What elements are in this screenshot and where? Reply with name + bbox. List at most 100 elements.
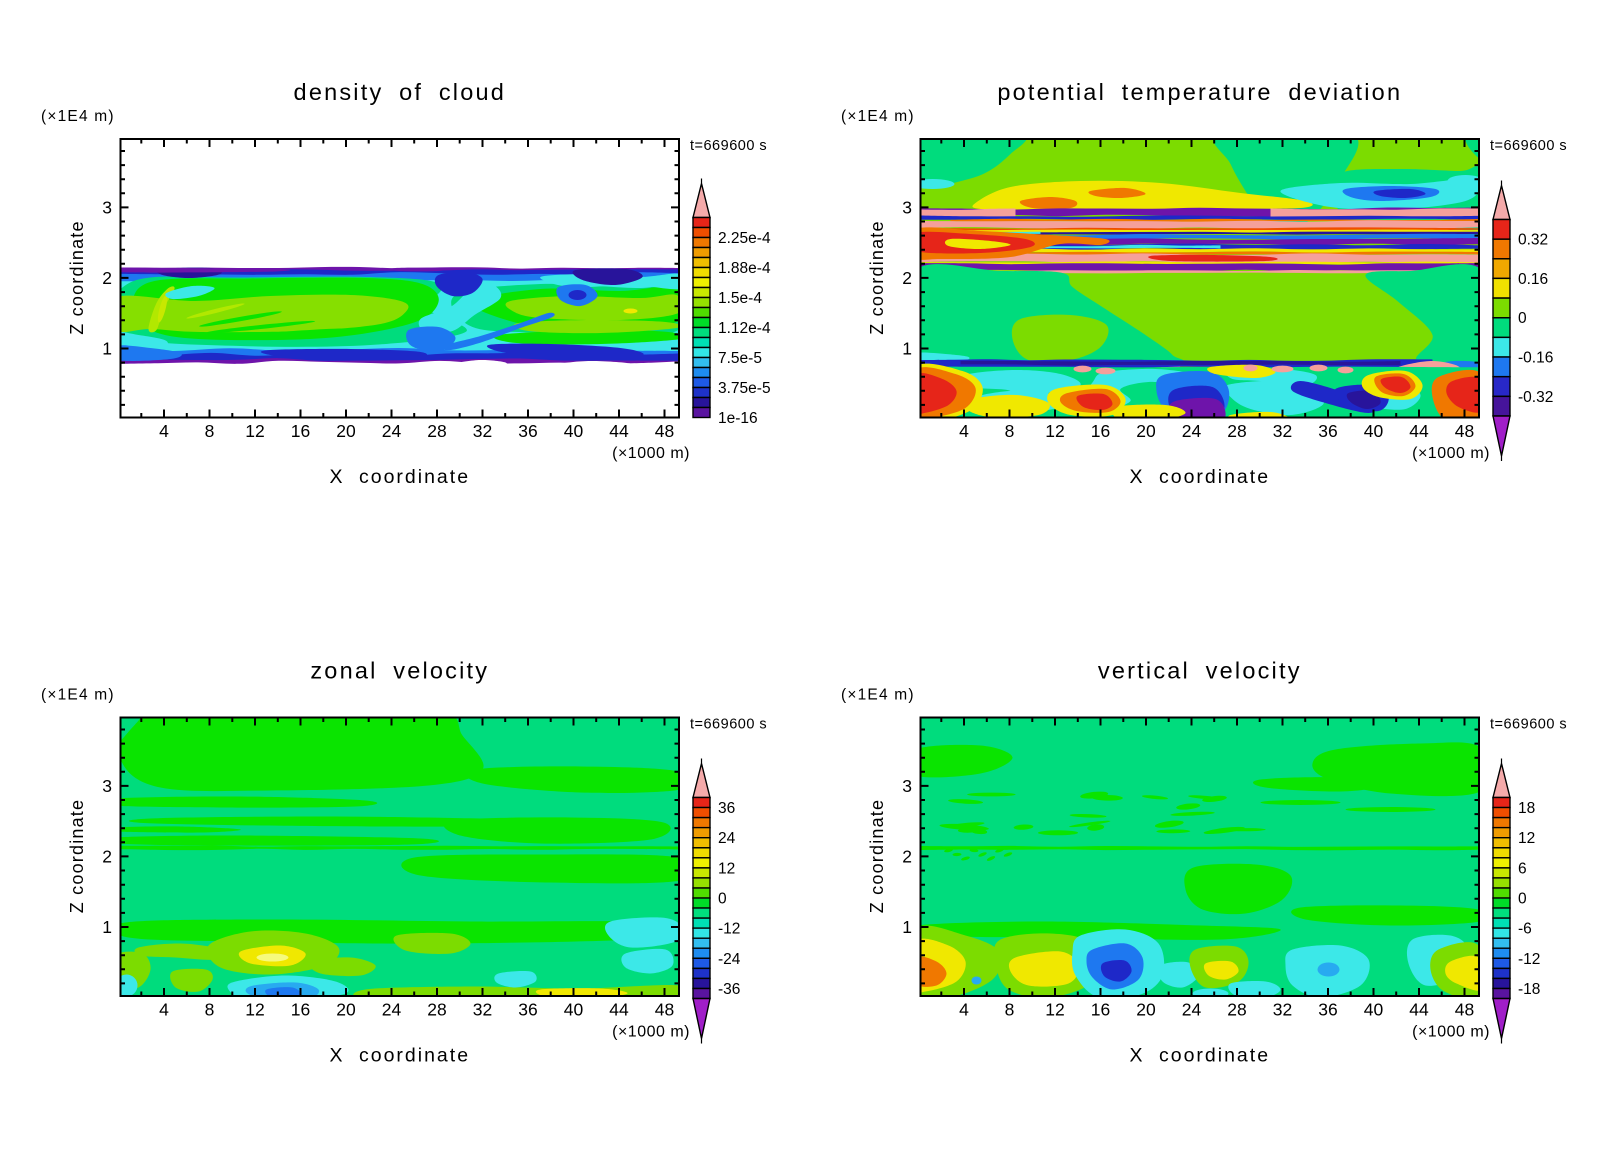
svg-text:44: 44 [1409, 421, 1429, 441]
svg-text:12: 12 [245, 1000, 264, 1020]
svg-text:18: 18 [1518, 800, 1535, 817]
svg-text:(×1000 m): (×1000 m) [612, 445, 690, 462]
svg-text:zonal velocity: zonal velocity [310, 658, 489, 684]
svg-text:44: 44 [609, 1000, 629, 1020]
svg-text:32: 32 [1273, 421, 1292, 441]
svg-text:48: 48 [1455, 1000, 1474, 1020]
svg-text:Z coordinate: Z coordinate [867, 799, 887, 913]
svg-text:20: 20 [1136, 421, 1156, 441]
svg-text:3: 3 [102, 197, 112, 217]
svg-text:36: 36 [1318, 1000, 1337, 1020]
svg-text:1.12e-4: 1.12e-4 [718, 320, 771, 337]
svg-text:Z coordinate: Z coordinate [867, 220, 887, 334]
svg-text:20: 20 [336, 421, 356, 441]
svg-text:X coordinate: X coordinate [1130, 466, 1271, 488]
svg-text:1: 1 [102, 917, 112, 937]
svg-text:24: 24 [382, 421, 402, 441]
svg-text:-0.32: -0.32 [1518, 389, 1553, 406]
svg-text:vertical velocity: vertical velocity [1098, 658, 1302, 684]
svg-text:density of cloud: density of cloud [294, 79, 507, 105]
svg-text:40: 40 [1364, 421, 1384, 441]
svg-text:Z coordinate: Z coordinate [67, 799, 87, 913]
svg-text:1.5e-4: 1.5e-4 [718, 290, 762, 307]
svg-text:24: 24 [1182, 1000, 1202, 1020]
svg-text:48: 48 [1455, 421, 1474, 441]
svg-text:(×1000 m): (×1000 m) [612, 1024, 690, 1041]
svg-text:-24: -24 [718, 951, 741, 968]
svg-text:16: 16 [291, 1000, 310, 1020]
svg-text:1: 1 [102, 339, 112, 359]
svg-text:40: 40 [564, 421, 584, 441]
svg-text:-0.16: -0.16 [1518, 350, 1553, 367]
svg-text:16: 16 [291, 421, 310, 441]
svg-text:8: 8 [1005, 1000, 1015, 1020]
svg-text:1: 1 [902, 917, 912, 937]
svg-text:X coordinate: X coordinate [330, 1045, 471, 1067]
svg-text:X coordinate: X coordinate [1130, 1045, 1271, 1067]
svg-text:3: 3 [102, 776, 112, 796]
svg-text:Z coordinate: Z coordinate [67, 220, 87, 334]
svg-text:X coordinate: X coordinate [330, 466, 471, 488]
svg-text:16: 16 [1091, 421, 1110, 441]
svg-text:4: 4 [959, 421, 969, 441]
svg-text:40: 40 [564, 1000, 584, 1020]
svg-text:-12: -12 [1518, 951, 1540, 968]
svg-text:0.32: 0.32 [1518, 232, 1548, 249]
svg-text:48: 48 [655, 421, 674, 441]
svg-text:24: 24 [718, 830, 736, 847]
svg-text:6: 6 [1518, 860, 1527, 877]
svg-text:12: 12 [245, 421, 264, 441]
svg-text:t=669600 s: t=669600 s [1490, 138, 1567, 154]
svg-text:(×1000 m): (×1000 m) [1412, 445, 1490, 462]
svg-text:(×1000 m): (×1000 m) [1412, 1024, 1490, 1041]
svg-text:28: 28 [1227, 1000, 1246, 1020]
svg-text:36: 36 [518, 421, 537, 441]
svg-text:40: 40 [1364, 1000, 1384, 1020]
svg-text:1e-16: 1e-16 [718, 410, 758, 427]
svg-text:0: 0 [1518, 891, 1527, 908]
svg-text:3: 3 [902, 776, 912, 796]
svg-text:28: 28 [427, 421, 446, 441]
svg-text:24: 24 [382, 1000, 402, 1020]
svg-text:4: 4 [959, 1000, 969, 1020]
svg-text:36: 36 [518, 1000, 537, 1020]
svg-text:32: 32 [473, 421, 492, 441]
svg-text:28: 28 [1227, 421, 1246, 441]
svg-text:24: 24 [1182, 421, 1202, 441]
svg-text:8: 8 [1005, 421, 1015, 441]
svg-text:0: 0 [718, 891, 727, 908]
svg-text:2: 2 [102, 268, 112, 288]
svg-text:(×1E4 m): (×1E4 m) [841, 687, 915, 704]
svg-text:28: 28 [427, 1000, 446, 1020]
svg-text:3: 3 [902, 197, 912, 217]
svg-text:3.75e-5: 3.75e-5 [718, 380, 771, 397]
svg-text:44: 44 [609, 421, 629, 441]
svg-text:32: 32 [1273, 1000, 1292, 1020]
svg-text:20: 20 [1136, 1000, 1156, 1020]
svg-text:12: 12 [1045, 421, 1064, 441]
svg-text:36: 36 [718, 800, 735, 817]
svg-text:2: 2 [102, 846, 112, 866]
svg-text:1: 1 [902, 339, 912, 359]
svg-text:12: 12 [1045, 1000, 1064, 1020]
svg-text:2.25e-4: 2.25e-4 [718, 230, 771, 247]
svg-text:-6: -6 [1518, 921, 1532, 938]
svg-text:4: 4 [159, 1000, 169, 1020]
svg-text:-36: -36 [718, 981, 740, 998]
svg-text:4: 4 [159, 421, 169, 441]
svg-text:-18: -18 [1518, 981, 1540, 998]
svg-text:0: 0 [1518, 310, 1527, 327]
svg-text:-12: -12 [718, 921, 740, 938]
svg-text:(×1E4 m): (×1E4 m) [841, 108, 915, 125]
svg-text:t=669600 s: t=669600 s [690, 717, 767, 733]
svg-text:potential temperature deviatio: potential temperature deviation [997, 79, 1402, 105]
svg-text:32: 32 [473, 1000, 492, 1020]
svg-text:(×1E4 m): (×1E4 m) [41, 687, 115, 704]
svg-text:20: 20 [336, 1000, 356, 1020]
svg-text:0.16: 0.16 [1518, 271, 1548, 288]
svg-text:8: 8 [205, 1000, 215, 1020]
svg-text:2: 2 [902, 846, 912, 866]
svg-text:12: 12 [718, 860, 735, 877]
svg-text:12: 12 [1518, 830, 1535, 847]
svg-text:36: 36 [1318, 421, 1337, 441]
